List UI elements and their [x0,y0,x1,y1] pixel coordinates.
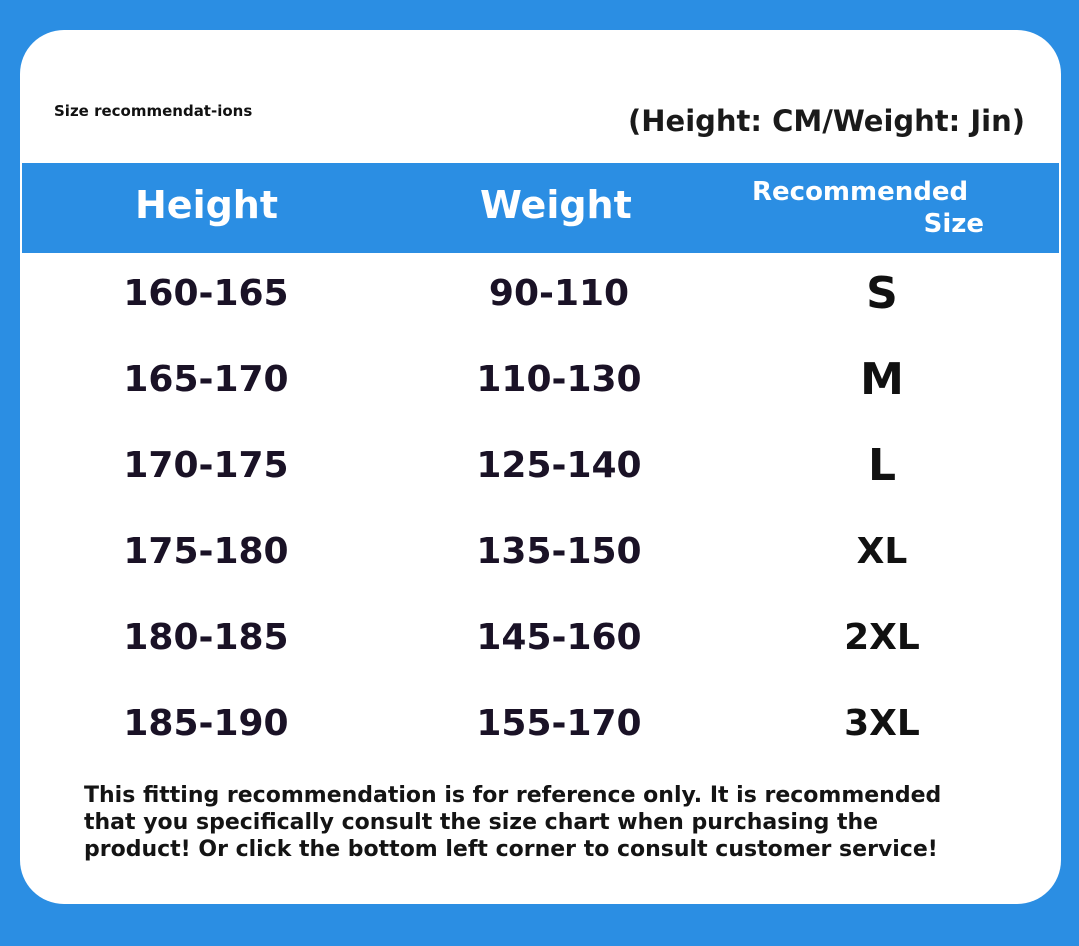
table-row: 165-170 110-130 M [20,350,1061,410]
column-header-weight: Weight [480,183,632,227]
table-header: Height Weight Recommended Size [22,163,1059,253]
table-row: 170-175 125-140 L [20,436,1061,496]
column-header-recommended-line1: Recommended [752,177,969,207]
height-cell: 185-190 [123,703,289,744]
reference-note: This fitting recommendation is for refer… [84,783,942,862]
size-chart-card: Size recommendat-ions (Height: CM/Weight… [20,30,1061,904]
size-cell: L [867,440,897,491]
table-row: 180-185 145-160 2XL [20,608,1061,668]
size-cell: 2XL [844,617,920,658]
units-note: (Height: CM/Weight: Jin) [628,104,1025,138]
table-row: 175-180 135-150 XL [20,522,1061,582]
weight-cell: 110-130 [476,359,642,400]
height-cell: 180-185 [123,617,289,658]
size-cell: S [866,268,898,319]
height-cell: 165-170 [123,359,289,400]
height-cell: 160-165 [123,273,289,314]
size-cell: 3XL [844,703,920,744]
table-row: 160-165 90-110 S [20,264,1061,324]
weight-cell: 155-170 [476,703,642,744]
size-recommendations-title: Size recommendat-ions [54,102,253,120]
size-cell: XL [856,531,908,572]
weight-cell: 145-160 [476,617,642,658]
table-row: 185-190 155-170 3XL [20,694,1061,754]
weight-cell: 135-150 [476,531,642,572]
weight-cell: 125-140 [476,445,642,486]
weight-cell: 90-110 [488,273,630,314]
height-cell: 175-180 [123,531,289,572]
column-header-recommended-size: Recommended Size [752,176,992,240]
column-header-recommended-line2: Size [923,209,984,239]
column-header-height: Height [135,183,279,227]
height-cell: 170-175 [123,445,289,486]
size-cell: M [860,354,904,405]
